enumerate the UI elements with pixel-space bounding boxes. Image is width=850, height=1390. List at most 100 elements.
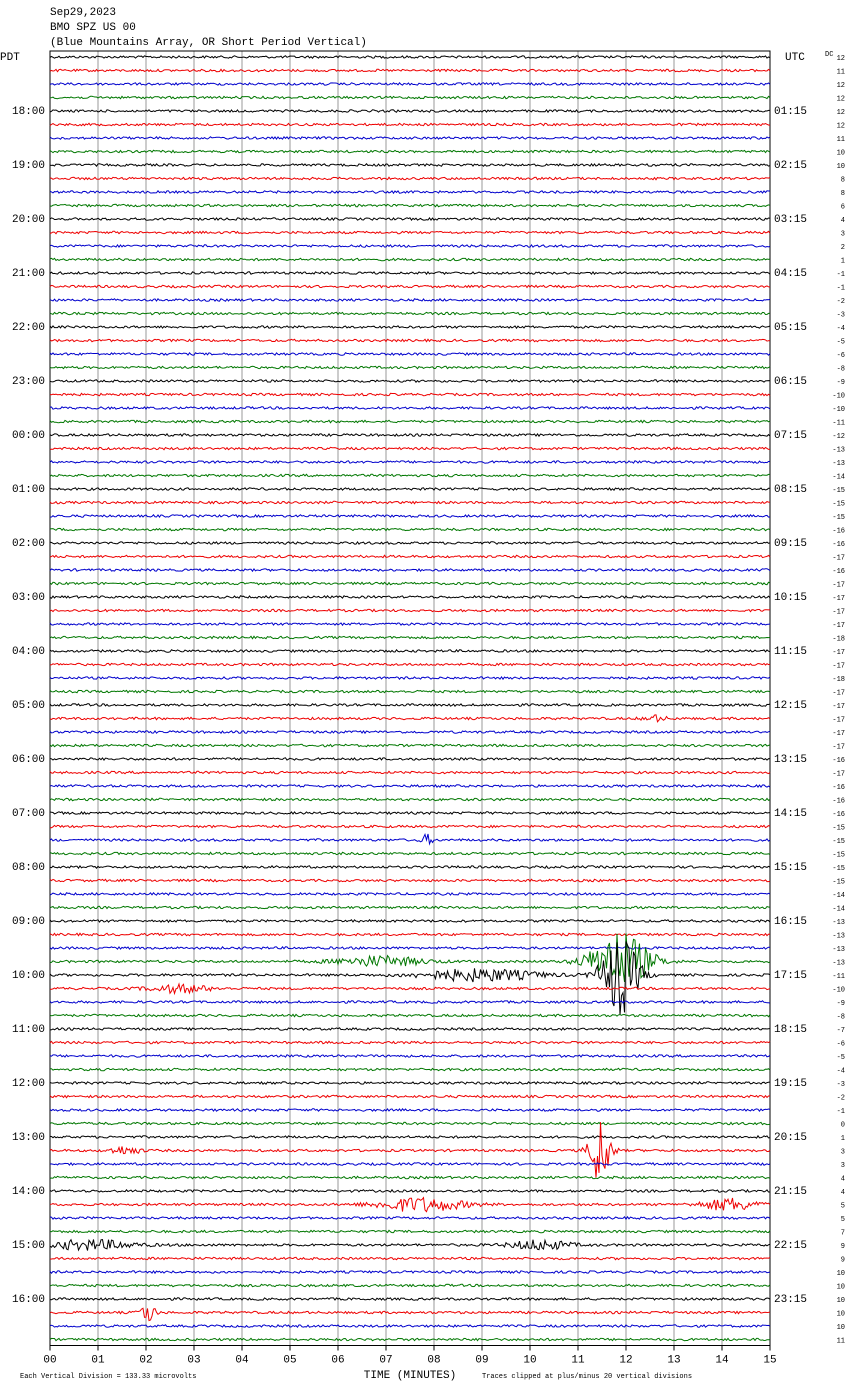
trace <box>49 203 771 208</box>
dc-offset: -5 <box>837 1054 845 1062</box>
trace <box>49 1013 771 1018</box>
pdt-time: 05:00 <box>12 700 45 712</box>
trace <box>49 55 771 59</box>
utc-time: 11:15 <box>774 646 807 658</box>
trace <box>49 541 771 545</box>
utc-time: 21:15 <box>774 1186 807 1198</box>
footer-left: Each Vertical Division = 133.33 microvol… <box>20 1373 196 1381</box>
utc-time: 19:15 <box>774 1078 807 1090</box>
dc-offset: 12 <box>837 55 845 63</box>
dc-offset: -16 <box>832 784 845 792</box>
dc-offset: 11 <box>837 136 845 144</box>
trace <box>49 608 771 613</box>
dc-offset: -8 <box>837 365 845 373</box>
utc-time: 20:15 <box>774 1132 807 1144</box>
trace <box>49 1027 771 1032</box>
dc-offset: -17 <box>832 703 845 711</box>
dc-offset: -12 <box>832 433 845 441</box>
utc-time: 03:15 <box>774 214 807 226</box>
trace <box>49 298 771 302</box>
pdt-time: 02:00 <box>12 538 45 550</box>
dc-offset: 8 <box>841 176 845 184</box>
trace <box>49 176 771 181</box>
trace <box>49 149 771 154</box>
trace <box>49 662 771 667</box>
dc-offset: -4 <box>837 1067 845 1075</box>
utc-time: 06:15 <box>774 376 807 388</box>
trace <box>49 905 771 910</box>
pdt-time: 23:00 <box>12 376 45 388</box>
trace <box>49 487 771 491</box>
plot-frame <box>49 50 771 1346</box>
trace <box>49 432 771 438</box>
trace <box>49 810 771 815</box>
dc-offset: -13 <box>832 446 845 454</box>
utc-time: 08:15 <box>774 484 807 496</box>
dc-offset: -3 <box>837 1081 845 1089</box>
x-tick-label: 03 <box>187 1354 200 1366</box>
trace <box>49 1269 771 1275</box>
dc-offset: -16 <box>832 797 845 805</box>
trace <box>49 594 771 599</box>
dc-offset: -17 <box>832 554 845 562</box>
trace <box>49 1040 771 1045</box>
pdt-time: 07:00 <box>12 808 45 820</box>
trace <box>49 784 771 788</box>
trace <box>49 284 771 289</box>
trace <box>49 325 771 330</box>
trace <box>49 1080 771 1085</box>
trace <box>49 351 771 356</box>
trace <box>49 730 771 735</box>
trace <box>49 635 771 640</box>
utc-time: 07:15 <box>774 430 807 442</box>
trace <box>49 832 771 846</box>
dc-offset: -17 <box>832 730 845 738</box>
dc-offset: 12 <box>837 95 845 103</box>
trace <box>49 1121 771 1126</box>
trace <box>49 797 771 802</box>
dc-offset: -7 <box>837 1027 845 1035</box>
dc-offset: -16 <box>832 757 845 765</box>
dc-offset: 11 <box>837 68 845 76</box>
pdt-time: 01:00 <box>12 484 45 496</box>
pdt-time: 06:00 <box>12 754 45 766</box>
trace <box>49 163 771 168</box>
dc-offset: -15 <box>832 838 845 846</box>
trace <box>49 68 771 73</box>
dc-offset: -10 <box>832 986 845 994</box>
x-tick-label: 09 <box>475 1354 488 1366</box>
dc-offset: -11 <box>832 973 845 981</box>
dc-offset: -17 <box>832 649 845 657</box>
trace <box>49 622 771 627</box>
dc-offset: -10 <box>832 406 845 414</box>
dc-offset: 4 <box>841 1189 845 1197</box>
dc-offset: -1 <box>837 284 845 292</box>
trace <box>49 770 771 775</box>
dc-offset: -6 <box>837 1040 845 1048</box>
dc-offset: -18 <box>832 635 845 643</box>
dc-offset: -3 <box>837 311 845 319</box>
dc-offset: 1 <box>841 1135 845 1143</box>
trace <box>49 567 771 573</box>
dc-offset: -17 <box>832 716 845 724</box>
dc-offset: -15 <box>832 865 845 873</box>
trace <box>49 1161 771 1167</box>
dc-offset: 9 <box>841 1256 845 1264</box>
x-tick-label: 01 <box>91 1354 105 1366</box>
pdt-time: 10:00 <box>12 970 45 982</box>
dc-offset: -9 <box>837 1000 845 1008</box>
x-tick-label: 11 <box>571 1354 585 1366</box>
dc-offset: 10 <box>837 1310 845 1318</box>
x-tick-label: 00 <box>43 1354 56 1366</box>
left-label: PDT <box>0 52 20 64</box>
dc-offset: 3 <box>841 1148 845 1156</box>
trace <box>49 230 771 235</box>
trace <box>49 446 771 451</box>
utc-time: 18:15 <box>774 1024 807 1036</box>
trace <box>49 648 771 653</box>
dc-offset: 10 <box>837 1270 845 1278</box>
dc-offset: -18 <box>832 676 845 684</box>
trace <box>49 122 771 127</box>
dc-offset: -13 <box>832 959 845 967</box>
